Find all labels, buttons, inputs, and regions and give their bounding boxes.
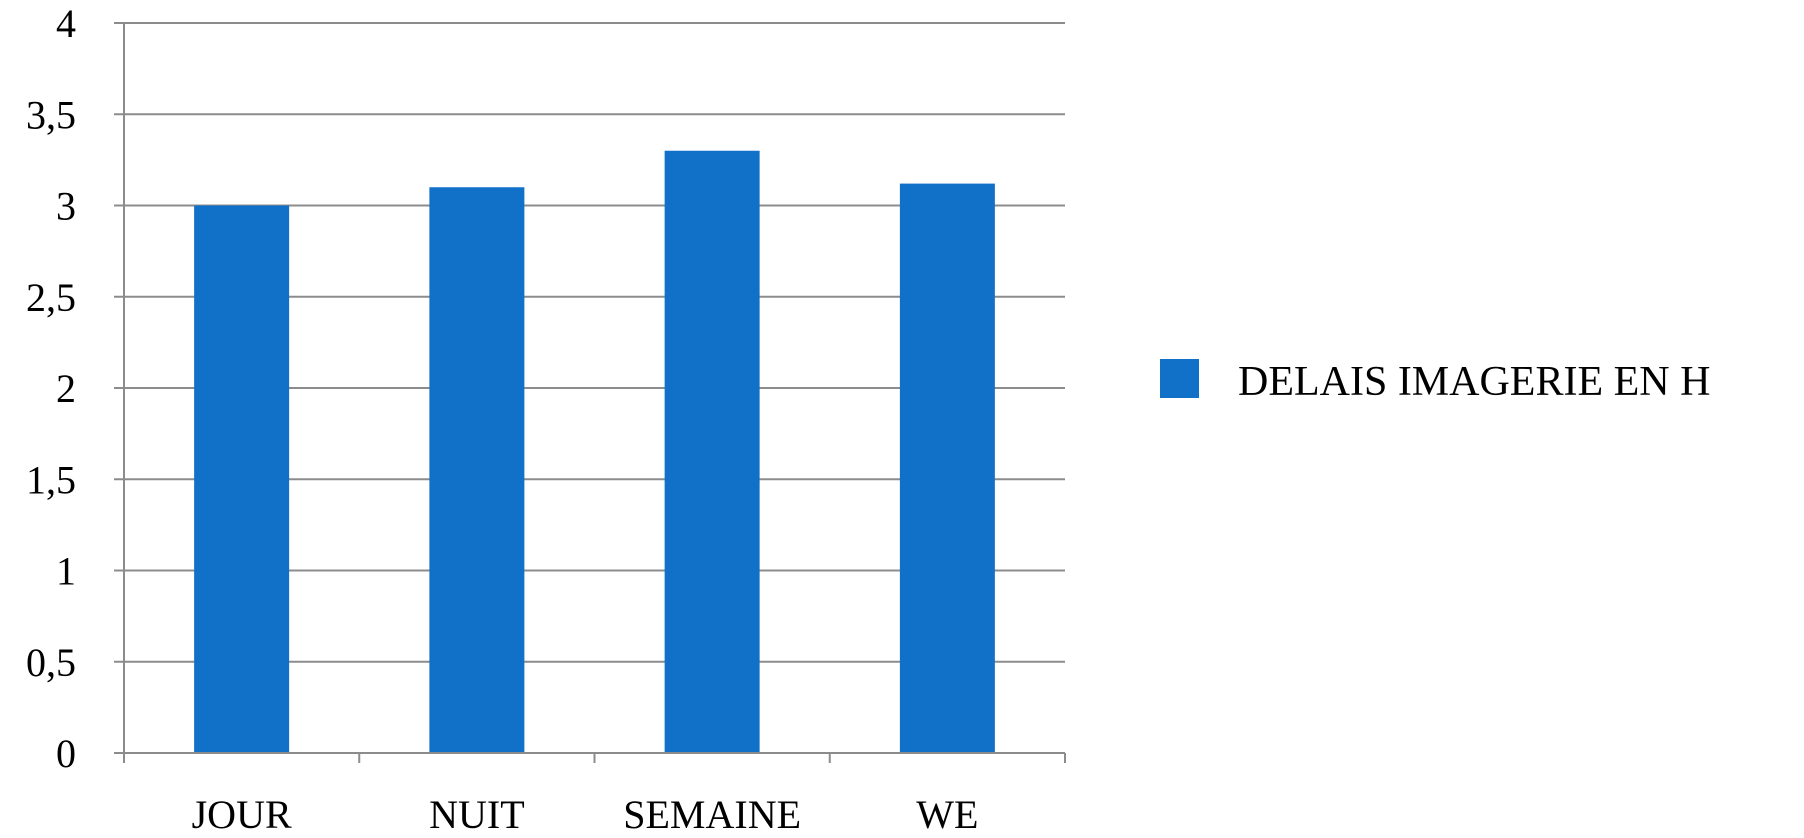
y-tick-label: 3 [56,184,76,229]
bars [194,150,995,754]
legend-swatch [1160,359,1199,398]
y-tick-label: 1 [56,549,76,594]
x-tick-label: WE [916,792,978,837]
y-tick-label: 2 [56,366,76,411]
x-tick-label: NUIT [429,792,525,837]
bar-jour [194,205,290,753]
y-tick-label: 1,5 [26,457,76,502]
legend-label: DELAIS IMAGERIE EN H [1238,359,1710,405]
y-tick-label: 3,5 [26,92,76,137]
y-tick-label: 2,5 [26,275,76,320]
y-tick-label: 0,5 [26,640,76,685]
y-tick-label: 0 [56,731,76,776]
x-tick-label: SEMAINE [623,792,801,837]
x-axis-tick-labels: JOUR NUIT SEMAINE WE [192,792,979,837]
bar-we [899,183,995,754]
y-axis-tick-labels: 0 0,5 1 1,5 2 2,5 3 3,5 4 [26,1,76,776]
axes [114,22,1066,763]
bar-semaine [664,150,760,753]
y-tick-label: 4 [56,1,76,46]
bar-nuit [429,187,525,753]
legend: DELAIS IMAGERIE EN H [1160,359,1710,405]
x-tick-label: JOUR [192,792,292,837]
